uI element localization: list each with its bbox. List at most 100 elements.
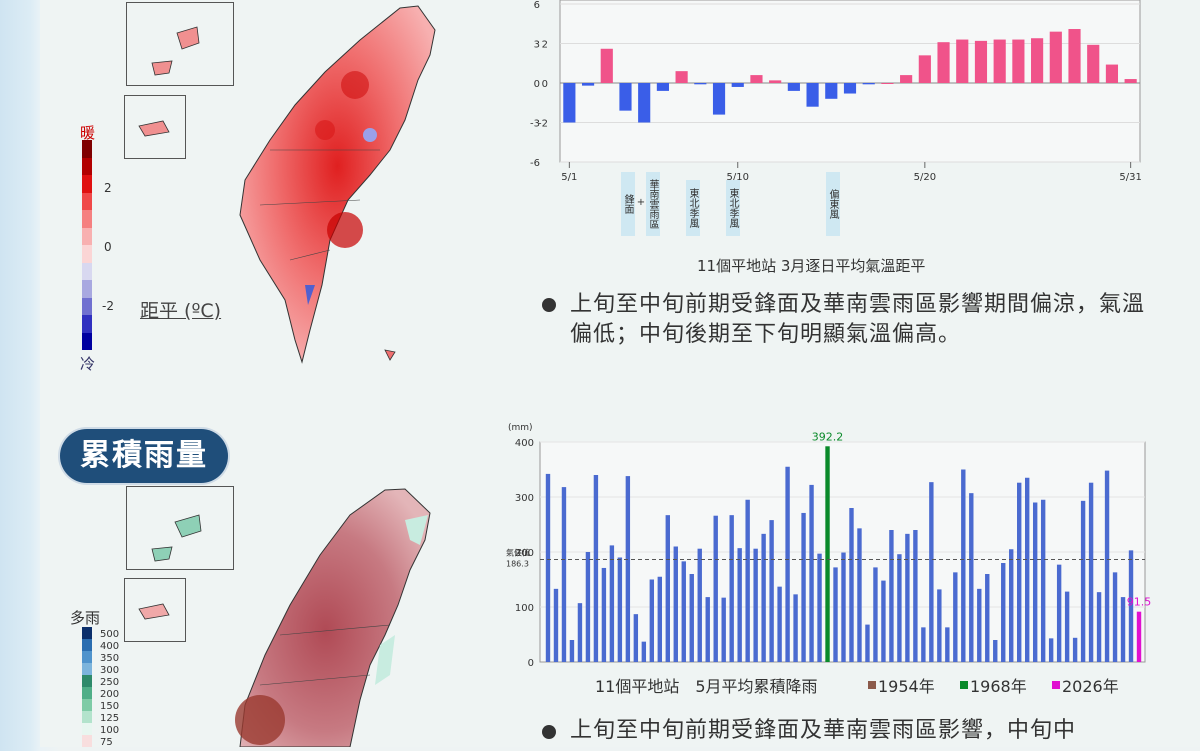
legend-tick-2: 2 xyxy=(104,181,112,195)
anomaly-bar xyxy=(1124,79,1137,83)
rainfall-bar xyxy=(873,567,878,662)
legend-swatch xyxy=(82,192,92,210)
rain-legend-title: 多雨 xyxy=(70,609,101,627)
rainfall-bar xyxy=(705,597,710,662)
rainfall-bar xyxy=(913,530,918,662)
rainfall-bar xyxy=(961,469,966,662)
y-axis-unit: (mm) xyxy=(508,423,533,433)
anomaly-bar xyxy=(731,83,744,87)
legend-swatch xyxy=(82,262,92,280)
anomaly-bar xyxy=(881,83,894,84)
legend-swatch xyxy=(82,157,92,175)
legend-swatch xyxy=(82,675,92,687)
legend-swatch xyxy=(82,315,92,333)
legend-swatch xyxy=(82,735,92,747)
legend-tick-minus2: -2 xyxy=(102,299,114,313)
rainfall-bar xyxy=(745,499,750,662)
rainfall-bar xyxy=(1128,550,1134,662)
rainfall-bar xyxy=(1080,500,1086,662)
anomaly-bar xyxy=(750,75,763,83)
kinmen-rain-inset xyxy=(124,578,186,642)
legend-tick-label: 400 xyxy=(100,641,120,652)
legend-tick-label: 300 xyxy=(100,665,120,676)
rainfall-bar xyxy=(865,624,870,662)
rainfall-bar xyxy=(1040,499,1046,662)
rainfall-bar xyxy=(1088,482,1094,662)
rainfall-bar xyxy=(833,567,838,662)
legend-swatch xyxy=(82,723,92,735)
y-tick-label: 3 xyxy=(534,40,540,51)
highlight-value-label: 91.5 xyxy=(1127,596,1152,609)
rainfall-bar xyxy=(793,594,798,662)
anomaly-bar xyxy=(1105,64,1119,83)
x-tick-label: 5/1 xyxy=(561,172,577,183)
legend-tick-label: 350 xyxy=(100,653,120,664)
kinmen-inset xyxy=(124,95,186,159)
temperature-color-legend xyxy=(82,140,92,350)
rainfall-bar xyxy=(585,552,591,662)
y-tick-label: 2 xyxy=(542,40,548,51)
anomaly-bar xyxy=(1068,29,1081,83)
climatology-value: 186.3 xyxy=(506,560,529,569)
y-tick-label: 200 xyxy=(515,548,534,559)
rainfall-map xyxy=(220,485,450,748)
taiwan-rainfall-map xyxy=(235,488,431,748)
rainfall-bar xyxy=(841,552,846,662)
rainfall-bar xyxy=(993,640,998,662)
rainfall-bar xyxy=(1072,637,1078,662)
rainfall-bar xyxy=(969,493,974,662)
penghu-rain-inset xyxy=(126,486,234,570)
rainfall-bar xyxy=(649,579,655,662)
y-tick-label: 6 xyxy=(534,0,540,11)
legend-swatch xyxy=(82,175,92,193)
rainfall-bar xyxy=(1024,477,1030,662)
legend-label: 1954年 xyxy=(878,677,935,696)
rainfall-bar xyxy=(577,603,583,662)
rainfall-bar xyxy=(769,520,774,662)
anomaly-bar xyxy=(563,83,576,123)
anomaly-bar xyxy=(787,83,800,91)
anomaly-bar xyxy=(806,83,819,107)
anomaly-bar xyxy=(1049,31,1062,83)
legend-swatch xyxy=(82,651,92,663)
rainfall-bar xyxy=(785,466,790,662)
legend-swatch xyxy=(82,687,92,699)
legend-swatch xyxy=(82,140,92,158)
y-tick-label: 0 xyxy=(534,79,540,90)
rainfall-bar xyxy=(985,574,990,662)
anomaly-bar xyxy=(638,83,651,123)
rainfall-bar xyxy=(1032,502,1038,662)
rainfall-bar xyxy=(1017,482,1022,662)
rainfall-bar xyxy=(881,580,886,662)
rainfall-bar xyxy=(553,588,559,662)
legend-label: 2026年 xyxy=(1062,677,1119,696)
islands-icon xyxy=(151,514,202,562)
taiwan-temperature-map xyxy=(239,5,436,364)
legend-swatch xyxy=(82,245,92,263)
bullet-dot xyxy=(542,725,556,739)
legend-tick-0: 0 xyxy=(104,240,112,254)
rainfall-bar xyxy=(593,475,599,662)
anomaly-bar xyxy=(993,39,1006,83)
rainfall-chart-svg: (mm) 400 300 200 100 0 392.2 91.5 氣候值 186.3 xyxy=(506,423,1152,669)
rainfall-bar xyxy=(657,576,663,662)
legend-tick-label: 150 xyxy=(100,701,120,712)
rainfall-bar xyxy=(617,557,623,662)
anomaly-bar xyxy=(956,39,969,83)
legend-unit-label: 距平 (ºC) xyxy=(140,300,222,322)
temperature-chart-svg: 6 3 0 -3 -6 2 0 -2 5/1 5/10 5/20 5/31 xyxy=(530,0,1142,183)
rainfall-section-badge: 累積雨量 xyxy=(60,429,228,483)
anomaly-bar xyxy=(712,83,726,115)
rainfall-bar xyxy=(633,614,639,662)
y-tick-label: 300 xyxy=(515,493,534,504)
rainfall-bar xyxy=(761,533,766,662)
temperature-chart-title: 11個平地站 3月逐日平均氣溫距平 xyxy=(697,257,926,275)
rainfall-bar xyxy=(1120,597,1126,662)
anomaly-bar xyxy=(694,83,707,85)
islands-icon xyxy=(151,26,200,76)
anomaly-bar xyxy=(1087,44,1100,83)
x-tick-label: 5/10 xyxy=(727,172,749,183)
rainfall-bar xyxy=(929,482,934,662)
highlight-bar xyxy=(825,446,830,662)
rainfall-bar xyxy=(905,533,910,662)
